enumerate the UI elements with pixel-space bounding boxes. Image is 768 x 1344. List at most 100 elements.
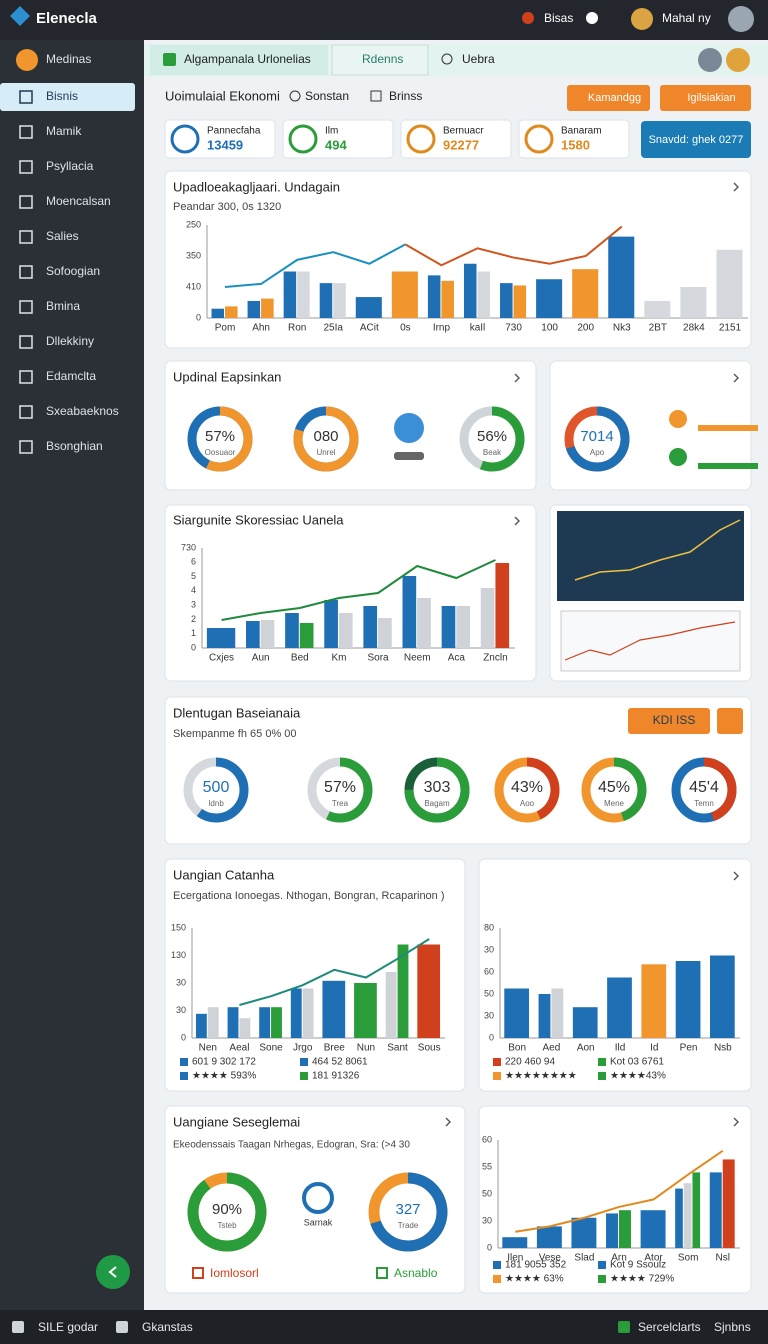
- nav-item[interactable]: Psyllacia: [46, 159, 94, 173]
- bar: [680, 287, 707, 318]
- menu-button[interactable]: [717, 708, 743, 734]
- footer-item[interactable]: SILE godar: [38, 1320, 98, 1334]
- donut-caption: Unrel: [316, 448, 335, 457]
- bar: [417, 944, 441, 1038]
- toolbar-button[interactable]: [660, 85, 751, 111]
- nav-item[interactable]: Sofoogian: [46, 264, 100, 278]
- panel-title: Updinal Eapsinkan: [173, 369, 281, 384]
- globe-icon: [394, 413, 424, 443]
- legend-swatch: [180, 1072, 188, 1080]
- button-label[interactable]: KDI ISS: [653, 713, 696, 727]
- panel-button[interactable]: [628, 708, 710, 734]
- legend-label: Kot 9 Ssoulz: [610, 1260, 666, 1271]
- bar: [495, 563, 510, 648]
- sidebar: [0, 0, 144, 1344]
- legend-label: 464 52 8061: [312, 1057, 368, 1068]
- footer-item[interactable]: Sercelclarts: [638, 1320, 701, 1334]
- y-tick-label: 250: [186, 219, 201, 229]
- search-avatar[interactable]: [728, 6, 754, 32]
- tool-bar[interactable]: [698, 463, 758, 469]
- footer-icon[interactable]: [116, 1321, 128, 1333]
- stat-value: 494: [325, 137, 347, 152]
- x-tick-label: kaIl: [470, 323, 486, 334]
- y-tick-label: 50: [482, 1188, 492, 1198]
- tab-label[interactable]: Rdenns: [362, 52, 403, 66]
- donut-caption: Tsteb: [217, 1221, 237, 1230]
- stat-label: Bernuacr: [443, 126, 484, 137]
- toolbar-button[interactable]: [567, 85, 650, 111]
- x-tick-label: Aca: [448, 653, 466, 664]
- panel: [164, 170, 752, 349]
- nav-item[interactable]: Moencalsan: [46, 194, 111, 208]
- footer-item[interactable]: Gkanstas: [142, 1320, 193, 1334]
- bar: [391, 271, 418, 318]
- panel-subtitle: Ecergationa Ionoegas. Nthogan, Bongran, …: [173, 890, 445, 902]
- bar: [619, 1210, 631, 1248]
- legend-label: Kot 03 6761: [610, 1057, 664, 1068]
- x-tick-label: 100: [541, 323, 558, 334]
- footer-icon[interactable]: [618, 1321, 630, 1333]
- x-tick-label: Nk3: [613, 323, 631, 334]
- button-label[interactable]: Kamandgg: [588, 92, 641, 104]
- filter-label[interactable]: Brinss: [389, 89, 422, 103]
- bar: [502, 1237, 528, 1248]
- legend-swatch: [300, 1058, 308, 1066]
- x-tick-label: Nsb: [714, 1043, 732, 1054]
- tab-label[interactable]: Algampanala Urlonelias: [184, 52, 311, 66]
- nav-item[interactable]: Edamclta: [46, 369, 96, 383]
- x-tick-label: Som: [678, 1253, 699, 1264]
- search-label[interactable]: Sonstan: [305, 89, 349, 103]
- panel-title: Uangiane Seseglemai: [173, 1114, 300, 1129]
- nav-item[interactable]: Sxeabaeknos: [46, 404, 119, 418]
- donut-caption: Trade: [398, 1221, 419, 1230]
- notice-label[interactable]: Bisas: [544, 11, 573, 25]
- nav-item[interactable]: Bsonghian: [46, 439, 103, 453]
- bar: [551, 988, 564, 1038]
- bar: [246, 621, 260, 648]
- bar: [402, 576, 417, 648]
- bar: [607, 977, 632, 1038]
- legend-label: Iomlosorl: [210, 1266, 259, 1280]
- donut-caption: Aoo: [520, 799, 535, 808]
- user-avatar[interactable]: [631, 8, 653, 30]
- chevron[interactable]: [733, 182, 739, 192]
- bar: [644, 300, 671, 318]
- bar: [441, 280, 454, 318]
- tab[interactable]: [150, 45, 328, 75]
- nav-item[interactable]: Mamik: [46, 124, 82, 138]
- nav-item[interactable]: Dllekkiny: [46, 334, 94, 348]
- bar: [285, 613, 299, 648]
- chevron[interactable]: [445, 1117, 451, 1127]
- chevron[interactable]: [514, 516, 520, 526]
- legend-swatch: [598, 1058, 606, 1066]
- bar: [500, 283, 513, 318]
- footer-icon[interactable]: [12, 1321, 24, 1333]
- tool-icon[interactable]: [669, 410, 687, 428]
- tab[interactable]: [331, 44, 429, 76]
- chevron[interactable]: [733, 373, 739, 383]
- nav-icon: [19, 230, 33, 244]
- button-label[interactable]: Igilsiakian: [687, 92, 735, 104]
- button-label[interactable]: Snavdd: ghek 0277: [649, 134, 744, 146]
- chevron[interactable]: [733, 871, 739, 881]
- x-tick-label: Pen: [680, 1043, 698, 1054]
- nav-item[interactable]: Bmina: [46, 299, 80, 313]
- bar: [572, 269, 599, 318]
- user-name[interactable]: Mahal ny: [662, 11, 711, 25]
- x-tick-label: Ator: [644, 1253, 663, 1264]
- tab-label[interactable]: Uebra: [462, 52, 495, 66]
- chevron[interactable]: [733, 1117, 739, 1127]
- stat-button[interactable]: [641, 121, 751, 158]
- tool-bar[interactable]: [698, 425, 758, 431]
- footer-item[interactable]: Sjnbns: [714, 1320, 751, 1334]
- nav-item[interactable]: Salies: [46, 229, 79, 243]
- nav-item[interactable]: Medinas: [46, 52, 91, 66]
- bar: [338, 613, 353, 648]
- fab[interactable]: [96, 1255, 130, 1289]
- nav-icon: [19, 370, 33, 384]
- tool-icon[interactable]: [669, 448, 687, 466]
- y-tick-label: 4: [191, 585, 196, 595]
- nav-item[interactable]: Bisnis: [46, 89, 78, 103]
- chevron[interactable]: [514, 373, 520, 383]
- avatar: [698, 48, 722, 72]
